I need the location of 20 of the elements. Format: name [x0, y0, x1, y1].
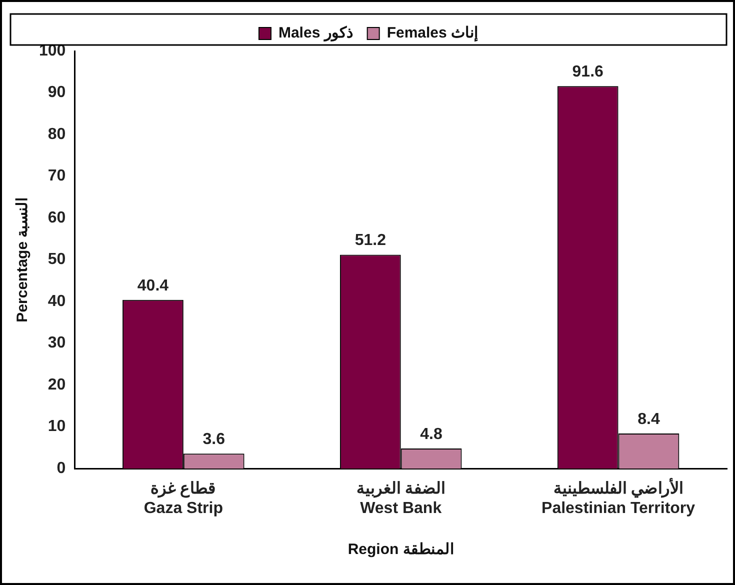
data-label: 51.2	[354, 232, 386, 250]
y-tick-label: 20	[48, 376, 66, 394]
y-tick-label: 90	[48, 84, 66, 102]
y-axis-title: Percentage النسبة	[14, 197, 32, 322]
data-label: 40.4	[137, 277, 169, 294]
y-tick-label: 40	[48, 292, 66, 310]
y-tick-label: 70	[48, 168, 66, 185]
data-label: 4.8	[420, 426, 443, 443]
y-tick-label: 80	[48, 126, 66, 143]
y-tick-label: 30	[48, 334, 66, 352]
x-axis-title: Region المنطقة	[348, 541, 454, 558]
legend-label: Males ذكور	[278, 24, 354, 42]
y-tick-label: 60	[48, 209, 66, 226]
data-label: 3.6	[202, 430, 226, 448]
legend-label: Females إناث	[386, 24, 478, 42]
data-label: 8.4	[638, 410, 660, 428]
data-label: 91.6	[572, 63, 604, 80]
y-tick-label: 0	[56, 460, 66, 478]
y-tick-label: 50	[48, 251, 66, 268]
y-tick-label: 10	[48, 418, 66, 436]
